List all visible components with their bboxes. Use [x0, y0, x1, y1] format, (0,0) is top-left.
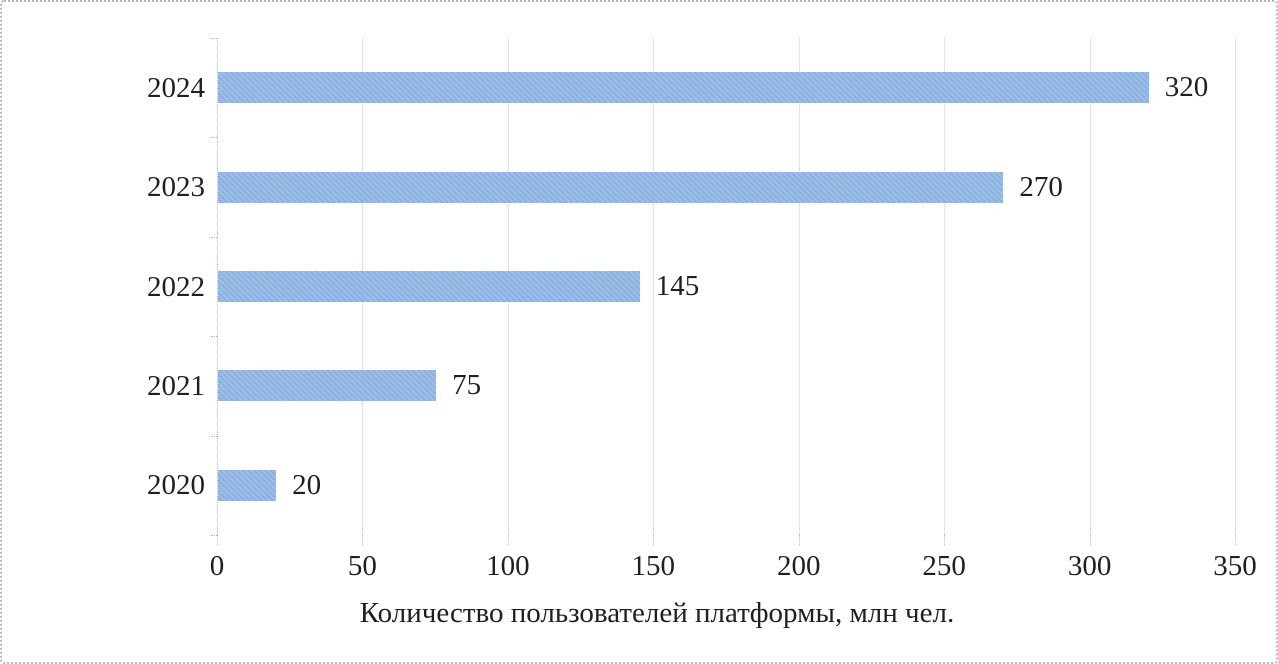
- x-tick-label: 350: [1213, 550, 1257, 582]
- axis-tick-mark: [653, 535, 655, 545]
- x-tick-label: 50: [347, 550, 377, 582]
- axis-tick-mark: [944, 535, 946, 545]
- category-label-2021: 2021: [147, 369, 205, 402]
- y-axis-tick-mark: [211, 435, 217, 437]
- bar-2022: [218, 271, 640, 302]
- bar-data-label: 20: [292, 468, 322, 501]
- y-axis-tick-mark: [211, 336, 217, 338]
- bar-2021: [218, 370, 437, 402]
- axis-tick-mark: [1235, 535, 1236, 545]
- category-label-2023: 2023: [147, 171, 205, 204]
- axis-tick-mark: [507, 535, 509, 545]
- gridline: [653, 38, 655, 535]
- axis-tick-mark: [362, 535, 364, 545]
- x-tick-label: 300: [1067, 550, 1112, 582]
- gridline: [944, 38, 946, 535]
- gridline: [1089, 38, 1091, 535]
- gridline: [798, 38, 800, 535]
- gridline: [1235, 38, 1236, 535]
- plot-area: 320 270 145 75 20: [211, 38, 1236, 545]
- category-label-2020: 2020: [147, 469, 205, 502]
- bar-data-label: 270: [1019, 170, 1063, 203]
- y-axis-line: [217, 38, 218, 535]
- y-axis-tick-mark: [211, 535, 217, 536]
- x-tick-label: 250: [922, 550, 966, 582]
- category-label-2024: 2024: [147, 71, 205, 104]
- y-axis-tick-mark: [211, 236, 217, 238]
- x-axis-title: Количество пользователей платформы, млн …: [359, 597, 955, 629]
- bar-data-label: 75: [452, 369, 482, 402]
- x-tick-label: 100: [486, 550, 530, 582]
- category-label-2022: 2022: [147, 270, 205, 303]
- axis-tick-mark: [217, 535, 218, 545]
- bar-2023: [218, 171, 1004, 203]
- x-tick-label: 200: [776, 550, 821, 582]
- bar-data-label: 145: [655, 270, 700, 302]
- x-tick-label: 150: [631, 550, 676, 582]
- bar-data-label: 320: [1164, 71, 1209, 104]
- axis-tick-mark: [1089, 535, 1091, 545]
- y-axis-tick-mark: [211, 38, 217, 39]
- y-axis-tick-mark: [211, 137, 217, 139]
- bar-2024: [218, 72, 1149, 104]
- bar-2020: [218, 469, 277, 501]
- axis-tick-mark: [798, 535, 800, 545]
- x-tick-label: 0: [209, 550, 225, 582]
